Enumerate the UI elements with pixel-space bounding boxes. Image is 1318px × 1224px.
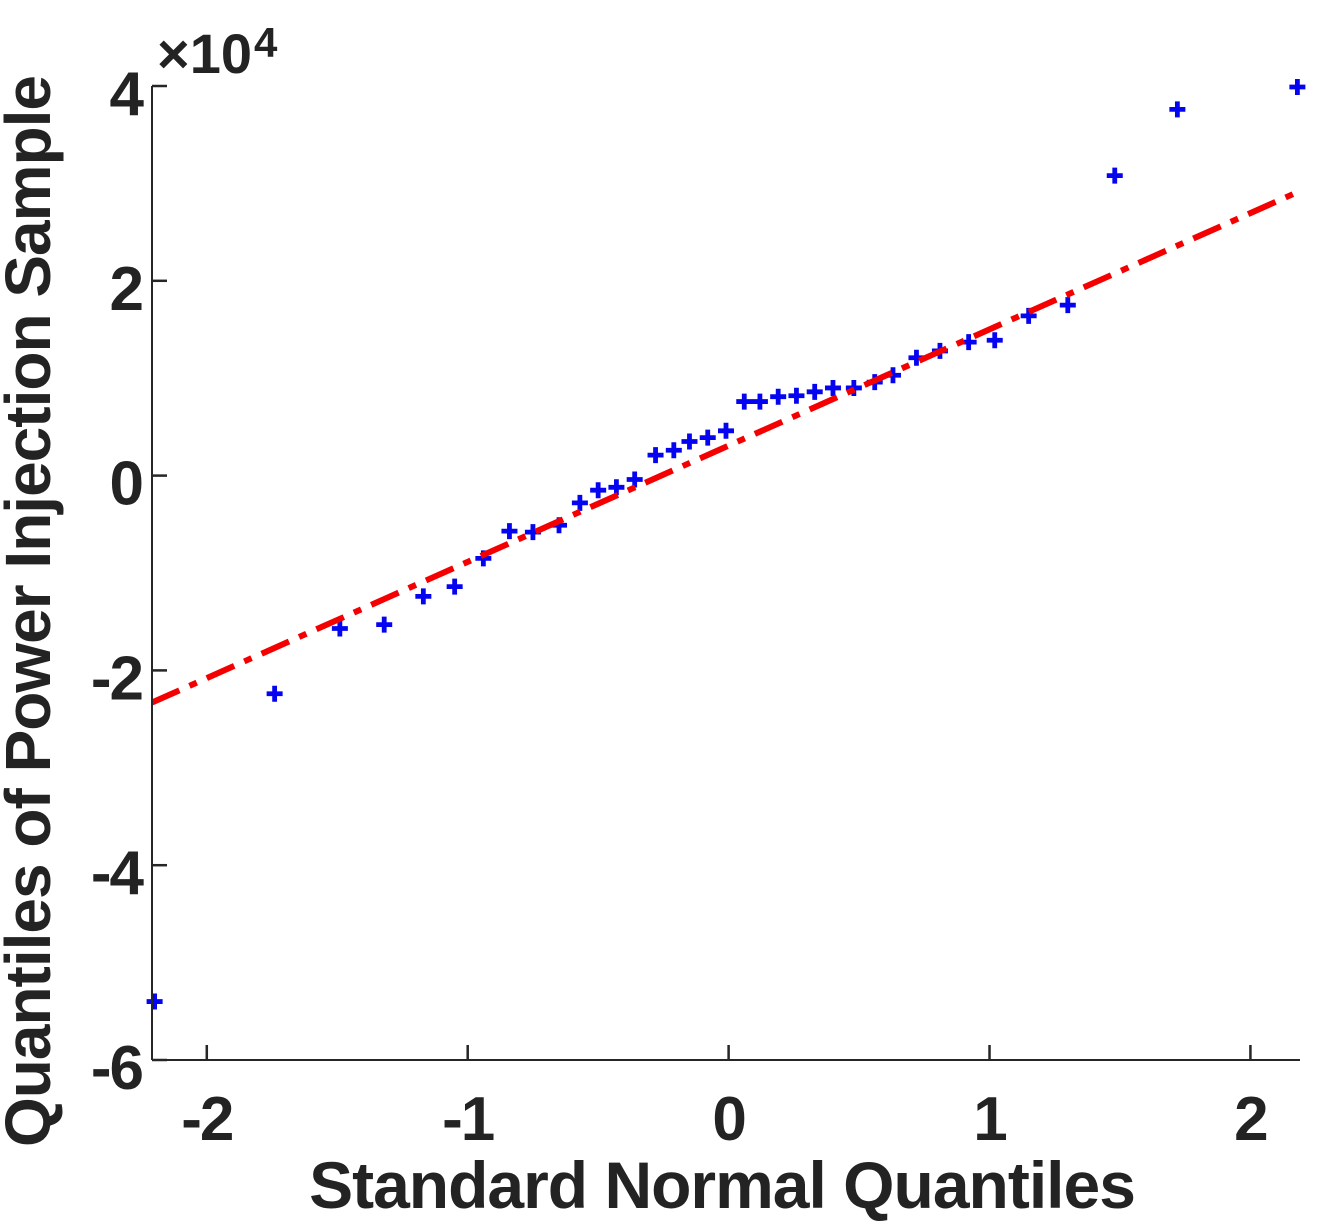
data-point-marker bbox=[824, 379, 841, 396]
y-tick-label: 0 bbox=[110, 450, 142, 519]
data-point-marker bbox=[986, 332, 1003, 349]
data-point-marker bbox=[376, 616, 393, 633]
data-point-marker bbox=[845, 379, 862, 396]
data-point-marker bbox=[699, 429, 716, 446]
data-point-marker bbox=[146, 993, 163, 1010]
data-point-marker bbox=[266, 685, 283, 702]
data-point-marker bbox=[788, 387, 805, 404]
y-tick-label: 4 bbox=[110, 60, 145, 129]
data-point-marker bbox=[1289, 78, 1306, 95]
x-axis-title: Standard Normal Quantiles bbox=[309, 1148, 1136, 1222]
x-tick-label: 2 bbox=[1234, 1085, 1266, 1154]
data-point-marker bbox=[331, 620, 348, 637]
data-point-marker bbox=[415, 588, 432, 605]
data-point-marker bbox=[806, 383, 823, 400]
data-point-marker bbox=[590, 482, 607, 499]
data-point-marker bbox=[626, 471, 643, 488]
y-tick-label: 2 bbox=[110, 255, 142, 324]
data-point-marker bbox=[770, 388, 787, 405]
x-tick-label: 0 bbox=[712, 1085, 744, 1154]
x-tick-label: -2 bbox=[181, 1085, 232, 1154]
data-point-marker bbox=[681, 433, 698, 450]
data-point-marker bbox=[751, 393, 768, 410]
data-point-marker bbox=[1059, 297, 1076, 314]
data-point-marker bbox=[736, 393, 753, 410]
reference-line bbox=[150, 189, 1299, 706]
exponent-power: 4 bbox=[254, 19, 278, 66]
y-tick-label: -2 bbox=[91, 644, 142, 713]
exponent-base: ×10 bbox=[157, 22, 252, 85]
x-tick-label: 1 bbox=[973, 1085, 1006, 1154]
y-axis-exponent-label: ×104 bbox=[157, 22, 277, 82]
data-point-marker bbox=[665, 442, 682, 459]
y-axis-title: Quantiles of Power Injection Sample bbox=[0, 76, 64, 1147]
y-tick-label: -6 bbox=[91, 1034, 143, 1103]
data-point-marker bbox=[571, 494, 588, 511]
data-point-marker bbox=[718, 422, 734, 439]
x-tick-label: -1 bbox=[442, 1085, 494, 1154]
data-point-marker bbox=[1169, 101, 1186, 118]
data-point-marker bbox=[647, 447, 664, 464]
data-point-marker bbox=[446, 578, 463, 595]
y-tick-label: -4 bbox=[91, 839, 145, 908]
data-point-marker bbox=[1106, 167, 1123, 184]
data-point-marker bbox=[501, 523, 518, 540]
